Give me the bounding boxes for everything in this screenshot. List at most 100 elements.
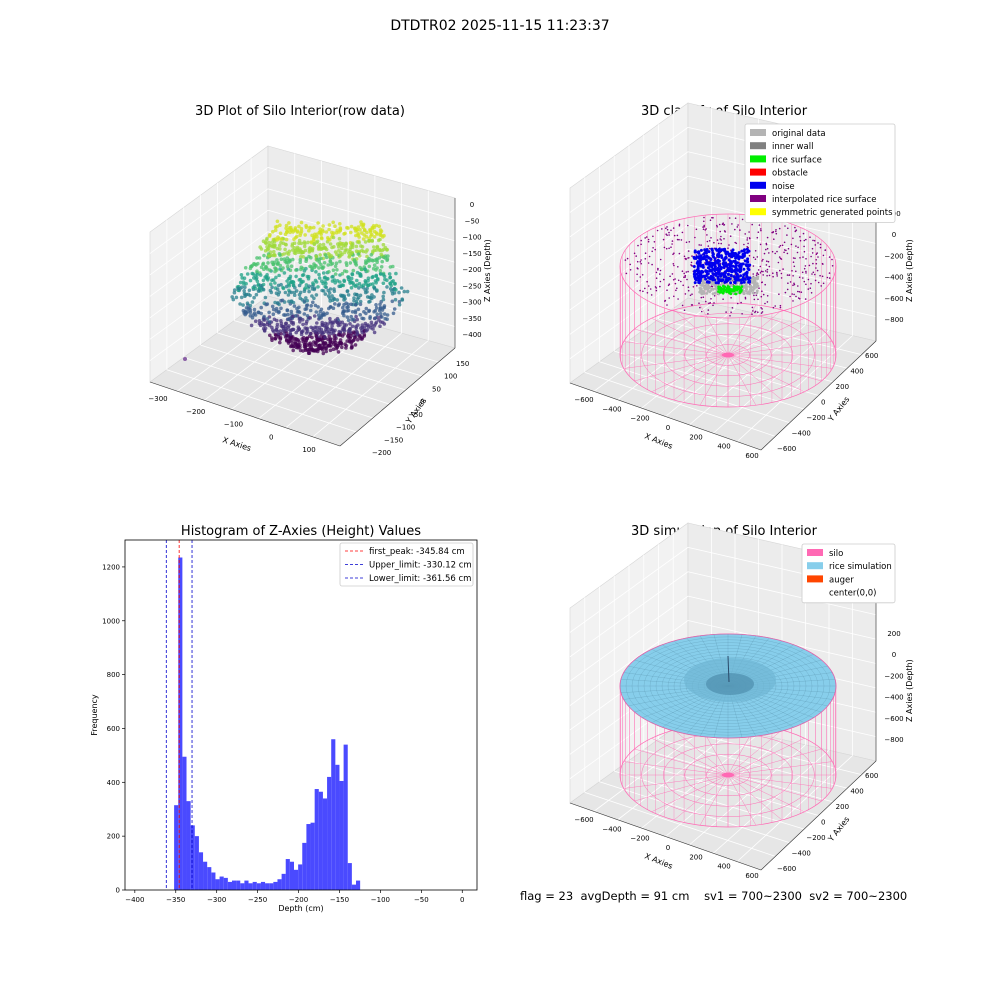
raw-z-tick: −400 — [462, 331, 481, 339]
raw-point — [275, 238, 279, 242]
interpolated-point — [816, 269, 819, 272]
interpolated-point — [775, 232, 778, 235]
raw-point — [243, 293, 248, 297]
histogram-bar — [260, 881, 266, 890]
noise-point — [743, 248, 746, 252]
classify-box-gridline — [658, 318, 848, 369]
raw-point — [344, 261, 349, 265]
raw-point — [349, 314, 354, 319]
interpolated-point — [729, 315, 731, 317]
raw-point — [277, 273, 281, 278]
raw-point — [355, 330, 359, 334]
interpolated-point — [687, 270, 689, 273]
noise-point — [746, 260, 750, 264]
interpolated-point — [794, 257, 796, 260]
raw-point — [360, 325, 365, 330]
raw-point — [342, 322, 347, 327]
raw-point — [257, 256, 262, 260]
interpolated-point — [797, 285, 799, 287]
noise-point — [716, 254, 719, 257]
interpolated-point — [831, 258, 833, 261]
interpolated-point — [677, 266, 679, 268]
raw-point — [348, 330, 353, 334]
raw-point — [397, 302, 402, 307]
raw-point — [232, 290, 237, 295]
raw-point — [325, 311, 329, 316]
raw-point — [298, 257, 303, 262]
noise-point — [729, 274, 733, 278]
raw-point — [255, 269, 259, 274]
classify-legend-frame — [744, 123, 896, 223]
interpolated-point — [702, 226, 704, 228]
raw-point — [249, 323, 254, 328]
raw-point — [320, 266, 325, 271]
noise-point — [746, 257, 750, 261]
raw-z-axis-label: Z Axies (Depth) — [483, 239, 492, 302]
original-point — [703, 287, 707, 291]
raw-box-gridline — [200, 344, 390, 405]
noise-point — [734, 264, 738, 267]
interpolated-point — [767, 260, 770, 263]
raw-x-tick: −100 — [224, 421, 243, 429]
interpolated-point — [707, 309, 710, 311]
interpolated-point — [652, 247, 654, 249]
raw-point — [289, 228, 294, 233]
raw-point — [284, 223, 289, 228]
raw-point — [320, 338, 325, 343]
raw-point — [291, 327, 295, 332]
noise-point — [723, 247, 727, 251]
raw-point — [369, 320, 374, 325]
raw-point — [377, 224, 382, 229]
interpolated-point — [799, 257, 801, 259]
interpolated-point — [700, 244, 702, 246]
interpolated-point — [657, 267, 659, 270]
raw-point — [400, 298, 405, 302]
interpolated-point — [642, 290, 644, 293]
raw-point — [360, 231, 364, 235]
interpolated-point — [710, 237, 712, 239]
raw-point — [300, 330, 304, 334]
interpolated-point — [640, 243, 642, 246]
raw-point — [286, 312, 290, 317]
raw-box-y-axis-line — [339, 347, 456, 447]
raw-point — [340, 271, 345, 276]
raw-point — [355, 338, 360, 342]
histogram-bar — [207, 867, 212, 890]
raw-point — [344, 241, 348, 246]
raw-box-gridline — [149, 188, 269, 276]
noise-point — [711, 252, 715, 256]
noise-point — [732, 254, 736, 258]
classify-3d-plot: −600−400−20002004006006004002000−200−400… — [569, 102, 914, 460]
interpolated-point — [779, 257, 782, 260]
histogram-x-tick-label: −350 — [166, 896, 185, 904]
raw-point — [305, 319, 309, 324]
interpolated-point — [649, 288, 652, 290]
interpolated-point — [765, 248, 767, 251]
interpolated-point — [640, 259, 642, 261]
raw-point — [322, 261, 327, 265]
raw-point — [307, 289, 311, 294]
raw-point — [378, 228, 383, 232]
classify-legend-swatch — [750, 142, 766, 150]
noise-point — [725, 264, 729, 268]
interpolated-point — [683, 255, 686, 258]
raw-point — [372, 324, 377, 328]
interpolated-point — [645, 236, 648, 238]
raw-point — [381, 242, 386, 247]
noise-point — [707, 261, 711, 265]
raw-point — [302, 269, 307, 273]
raw-point — [323, 275, 327, 280]
raw-point — [270, 244, 275, 249]
raw-point — [375, 289, 379, 293]
raw-point — [285, 279, 289, 283]
raw-point — [338, 338, 343, 342]
simulation-legend-label: silo — [829, 549, 843, 559]
histogram-bar — [294, 869, 299, 890]
interpolated-point — [656, 229, 659, 232]
interpolated-point — [766, 274, 768, 277]
raw-point — [283, 247, 287, 252]
raw-y-tick: 50 — [432, 385, 441, 393]
raw-point — [298, 345, 302, 350]
raw-point — [245, 272, 250, 276]
raw-point — [362, 233, 367, 237]
